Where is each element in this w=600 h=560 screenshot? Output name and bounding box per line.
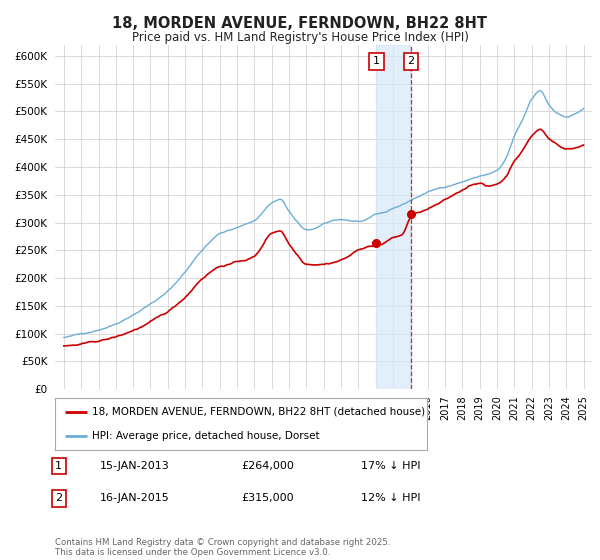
Text: Price paid vs. HM Land Registry's House Price Index (HPI): Price paid vs. HM Land Registry's House … <box>131 31 469 44</box>
Text: 12% ↓ HPI: 12% ↓ HPI <box>361 493 421 503</box>
Text: 16-JAN-2015: 16-JAN-2015 <box>100 493 170 503</box>
Text: 1: 1 <box>55 461 62 471</box>
Text: HPI: Average price, detached house, Dorset: HPI: Average price, detached house, Dors… <box>92 431 320 441</box>
Text: 2: 2 <box>407 57 415 67</box>
Text: £315,000: £315,000 <box>241 493 294 503</box>
Text: 1: 1 <box>373 57 380 67</box>
Text: 18, MORDEN AVENUE, FERNDOWN, BH22 8HT (detached house): 18, MORDEN AVENUE, FERNDOWN, BH22 8HT (d… <box>92 407 425 417</box>
Text: 2: 2 <box>55 493 62 503</box>
Text: £264,000: £264,000 <box>241 461 294 471</box>
Text: 15-JAN-2013: 15-JAN-2013 <box>100 461 170 471</box>
Text: Contains HM Land Registry data © Crown copyright and database right 2025.
This d: Contains HM Land Registry data © Crown c… <box>55 538 391 557</box>
Text: 18, MORDEN AVENUE, FERNDOWN, BH22 8HT: 18, MORDEN AVENUE, FERNDOWN, BH22 8HT <box>113 16 487 31</box>
Bar <box>376 45 411 389</box>
Text: 17% ↓ HPI: 17% ↓ HPI <box>361 461 421 471</box>
